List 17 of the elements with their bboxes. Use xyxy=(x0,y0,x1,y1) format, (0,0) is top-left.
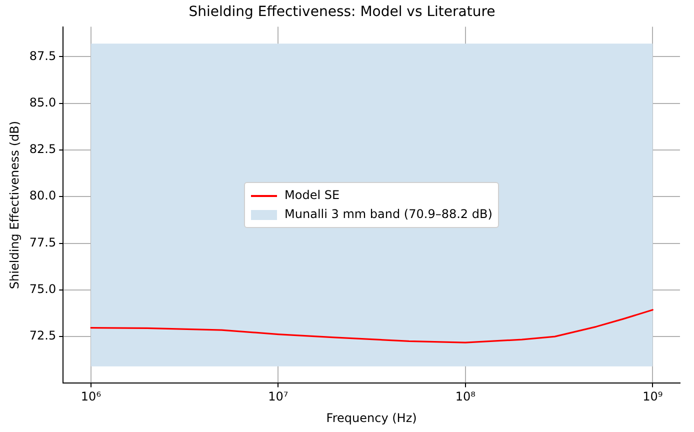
chart-title: Shielding Effectiveness: Model vs Literature xyxy=(188,4,496,20)
x-tick-label: 10⁶ xyxy=(80,390,102,404)
x-tick-label: 10⁹ xyxy=(642,390,663,404)
y-tick-label: 82.5 xyxy=(29,142,56,156)
legend-label: Model SE xyxy=(284,187,340,204)
x-axis-title: Frequency (Hz) xyxy=(326,410,417,425)
y-tick-label: 85.0 xyxy=(29,95,56,110)
y-tick-label: 87.5 xyxy=(29,48,56,63)
x-tick-label: 10⁷ xyxy=(268,390,288,404)
y-tick-label: 75.0 xyxy=(29,282,56,296)
x-tick-label: 10⁸ xyxy=(455,390,476,404)
y-tick-label: 72.5 xyxy=(29,328,56,343)
y-tick-label: 77.5 xyxy=(29,235,56,250)
y-axis-title: Shielding Effectiveness (dB) xyxy=(7,120,22,290)
legend: Model SE Munalli 3 mm band (70.9–88.2 dB) xyxy=(244,182,500,228)
y-tick-label: 80.0 xyxy=(29,188,56,203)
band-label: Munalli 3 mm band (70.9–88.2 dB) xyxy=(284,206,492,223)
